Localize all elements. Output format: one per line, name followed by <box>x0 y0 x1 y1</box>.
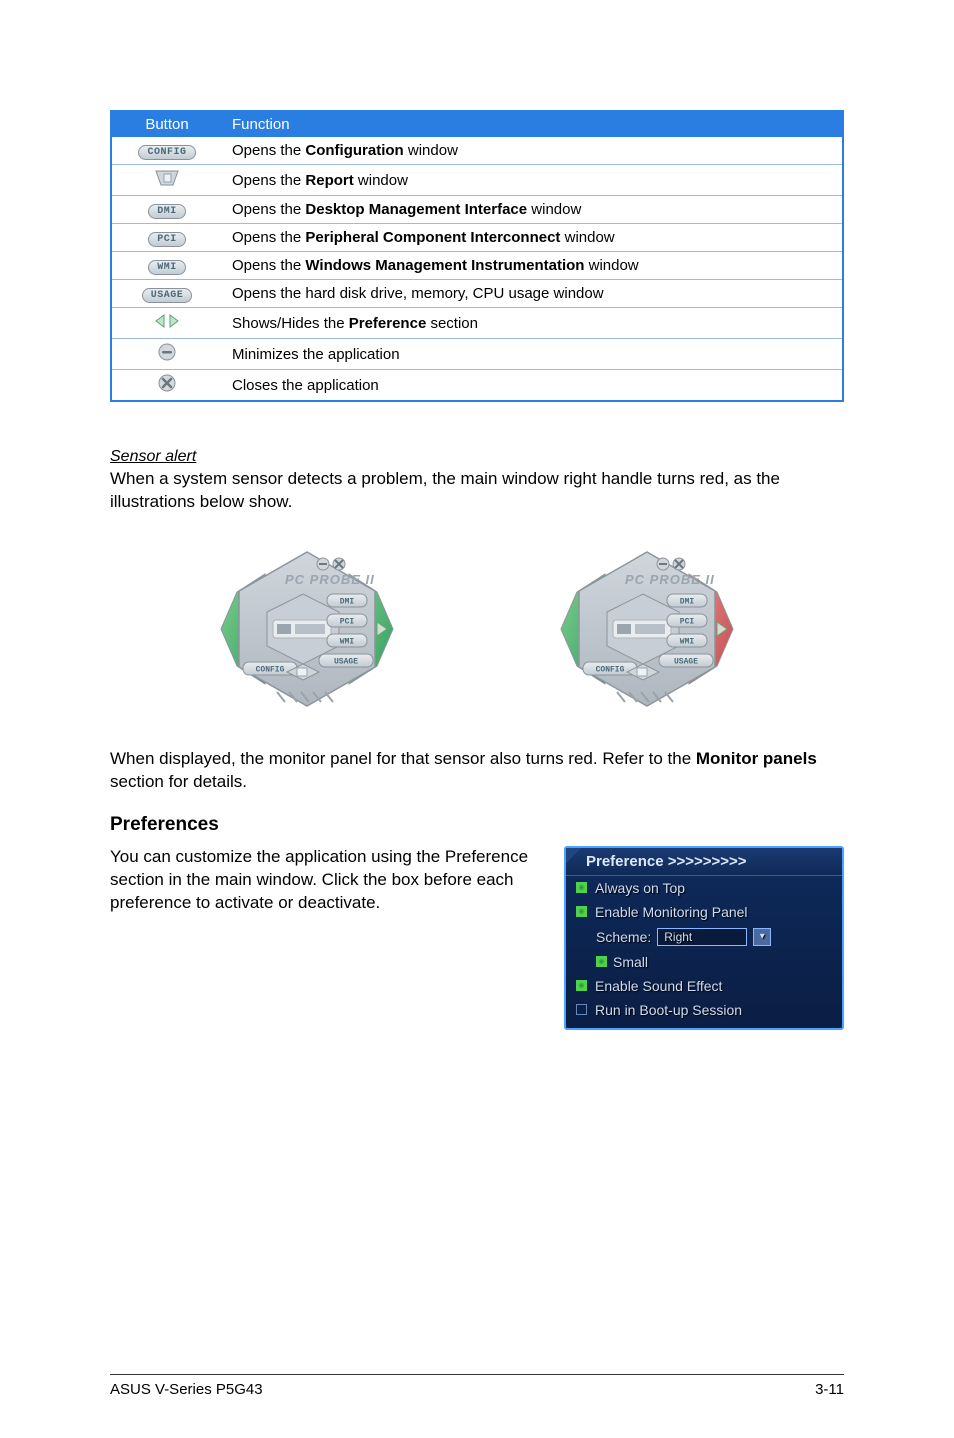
chevron-down-icon[interactable]: ▾ <box>753 928 771 946</box>
function-cell: Shows/Hides the Preference section <box>222 308 842 339</box>
function-cell: Opens the Windows Management Instrumenta… <box>222 252 842 280</box>
pref-label: Enable Sound Effect <box>595 978 722 994</box>
button-function-table: Button Function CONFIG Opens the Configur… <box>110 110 844 402</box>
pref-label: Small <box>613 954 648 970</box>
pref-run-boot[interactable]: Run in Boot-up Session <box>566 998 842 1022</box>
svg-text:PCI: PCI <box>680 617 695 626</box>
table-header-button: Button <box>112 112 222 137</box>
svg-text:DMI: DMI <box>680 597 695 606</box>
wmi-button-icon: WMI <box>148 260 186 275</box>
pref-enable-monitoring[interactable]: Enable Monitoring Panel <box>566 900 842 924</box>
svg-text:USAGE: USAGE <box>334 657 358 666</box>
table-row: Closes the application <box>112 370 842 401</box>
function-cell: Closes the application <box>222 370 842 401</box>
table-row: Minimizes the application <box>112 339 842 370</box>
button-cell <box>112 370 222 401</box>
function-cell: Opens the Peripheral Component Interconn… <box>222 224 842 252</box>
function-cell: Opens the Desktop Management Interface w… <box>222 196 842 224</box>
report-icon <box>153 169 181 187</box>
button-cell: DMI <box>112 196 222 224</box>
pc-probe-alert-illustration: PC PROBE II DMI PCI WMI USAGE CONFIG <box>547 534 747 724</box>
sensor-alert-heading: Sensor alert <box>110 448 844 466</box>
minimize-icon <box>153 343 181 361</box>
svg-text:USAGE: USAGE <box>674 657 698 666</box>
table-header-function: Function <box>222 112 842 137</box>
checkbox-icon[interactable] <box>596 956 607 967</box>
function-cell: Opens the hard disk drive, memory, CPU u… <box>222 280 842 308</box>
config-button-icon: CONFIG <box>138 145 195 160</box>
svg-text:DMI: DMI <box>340 597 355 606</box>
dmi-button-icon: DMI <box>148 204 186 219</box>
pref-small[interactable]: Small <box>566 950 842 974</box>
preferences-intro: You can customize the application using … <box>110 846 536 1030</box>
table-row: USAGE Opens the hard disk drive, memory, … <box>112 280 842 308</box>
table-row: DMI Opens the Desktop Management Interfac… <box>112 196 842 224</box>
button-cell: USAGE <box>112 280 222 308</box>
pref-scheme-row: Scheme: Right ▾ <box>566 924 842 950</box>
button-cell <box>112 308 222 339</box>
table-row: Opens the Report window <box>112 165 842 196</box>
table-row: WMI Opens the Windows Management Instrume… <box>112 252 842 280</box>
table-row: PCI Opens the Peripheral Component Interc… <box>112 224 842 252</box>
svg-text:CONFIG: CONFIG <box>596 665 625 674</box>
pci-button-icon: PCI <box>148 232 186 247</box>
pref-always-on-top[interactable]: Always on Top <box>566 876 842 900</box>
monitor-text-pre: When displayed, the monitor panel for th… <box>110 749 696 768</box>
function-cell: Minimizes the application <box>222 339 842 370</box>
checkbox-icon[interactable] <box>576 906 587 917</box>
arrows-icon <box>153 312 181 330</box>
svg-text:CONFIG: CONFIG <box>256 665 285 674</box>
preferences-heading: Preferences <box>110 814 844 836</box>
monitor-text-bold: Monitor panels <box>696 749 817 768</box>
button-cell: WMI <box>112 252 222 280</box>
function-cell: Opens the Configuration window <box>222 137 842 165</box>
checkbox-icon[interactable] <box>576 882 587 893</box>
button-cell: PCI <box>112 224 222 252</box>
pref-label: Enable Monitoring Panel <box>595 904 748 920</box>
preference-panel-title: Preference >>>>>>>>> <box>566 848 842 876</box>
sensor-alert-text: When a system sensor detects a problem, … <box>110 468 844 514</box>
scheme-label: Scheme: <box>596 929 651 945</box>
footer-page-number: 3-11 <box>815 1381 844 1398</box>
button-cell: CONFIG <box>112 137 222 165</box>
monitor-text-post: section for details. <box>110 772 247 791</box>
pref-enable-sound[interactable]: Enable Sound Effect <box>566 974 842 998</box>
button-cell <box>112 165 222 196</box>
function-cell: Opens the Report window <box>222 165 842 196</box>
close-icon <box>153 374 181 392</box>
button-cell <box>112 339 222 370</box>
svg-text:PCI: PCI <box>340 617 355 626</box>
checkbox-icon[interactable] <box>576 980 587 991</box>
checkbox-icon[interactable] <box>576 1004 587 1015</box>
table-row: Shows/Hides the Preference section <box>112 308 842 339</box>
footer-product: ASUS V-Series P5G43 <box>110 1381 263 1398</box>
monitor-panels-text: When displayed, the monitor panel for th… <box>110 748 844 794</box>
table-row: CONFIG Opens the Configuration window <box>112 137 842 165</box>
svg-text:WMI: WMI <box>340 637 355 646</box>
pref-label: Always on Top <box>595 880 685 896</box>
svg-text:WMI: WMI <box>680 637 695 646</box>
scheme-select[interactable]: Right <box>657 928 747 946</box>
pref-label: Run in Boot-up Session <box>595 1002 742 1018</box>
svg-text:PC PROBE II: PC PROBE II <box>285 572 375 587</box>
preference-panel: Preference >>>>>>>>> Always on Top Enabl… <box>564 846 844 1030</box>
svg-text:PC PROBE II: PC PROBE II <box>625 572 715 587</box>
usage-button-icon: USAGE <box>142 288 193 303</box>
pc-probe-normal-illustration: PC PROBE II DMI PCI WMI USAGE CONFIG <box>207 534 407 724</box>
